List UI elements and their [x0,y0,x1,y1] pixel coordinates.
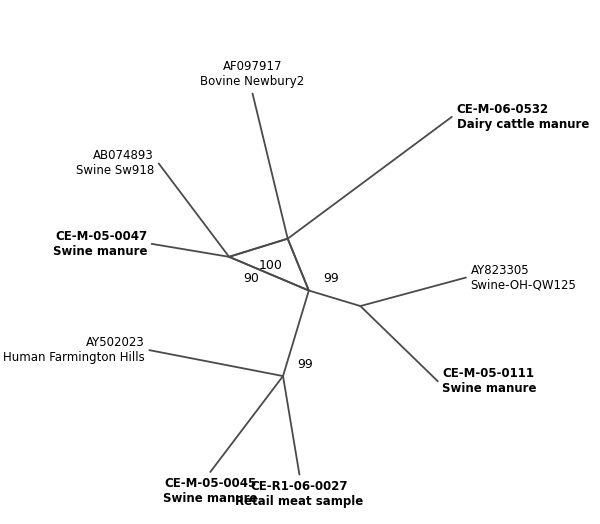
Text: CE-M-05-0045
Swine manure: CE-M-05-0045 Swine manure [163,477,257,505]
Text: 100: 100 [259,259,283,272]
Text: 99: 99 [297,358,313,371]
Text: AY502023
Human Farmington Hills: AY502023 Human Farmington Hills [3,336,145,364]
Text: CE-M-05-0047
Swine manure: CE-M-05-0047 Swine manure [53,230,147,258]
Text: 99: 99 [323,272,338,286]
Text: AB074893
Swine Sw918: AB074893 Swine Sw918 [76,149,154,178]
Text: CE-M-06-0532
Dairy cattle manure: CE-M-06-0532 Dairy cattle manure [457,103,589,131]
Text: CE-M-05-0111
Swine manure: CE-M-05-0111 Swine manure [442,367,537,395]
Text: 90: 90 [243,272,259,286]
Text: CE-R1-06-0027
Retail meat sample: CE-R1-06-0027 Retail meat sample [235,480,364,508]
Text: AF097917
Bovine Newbury2: AF097917 Bovine Newbury2 [200,60,305,89]
Text: AY823305
Swine-OH-QW125: AY823305 Swine-OH-QW125 [470,264,577,291]
